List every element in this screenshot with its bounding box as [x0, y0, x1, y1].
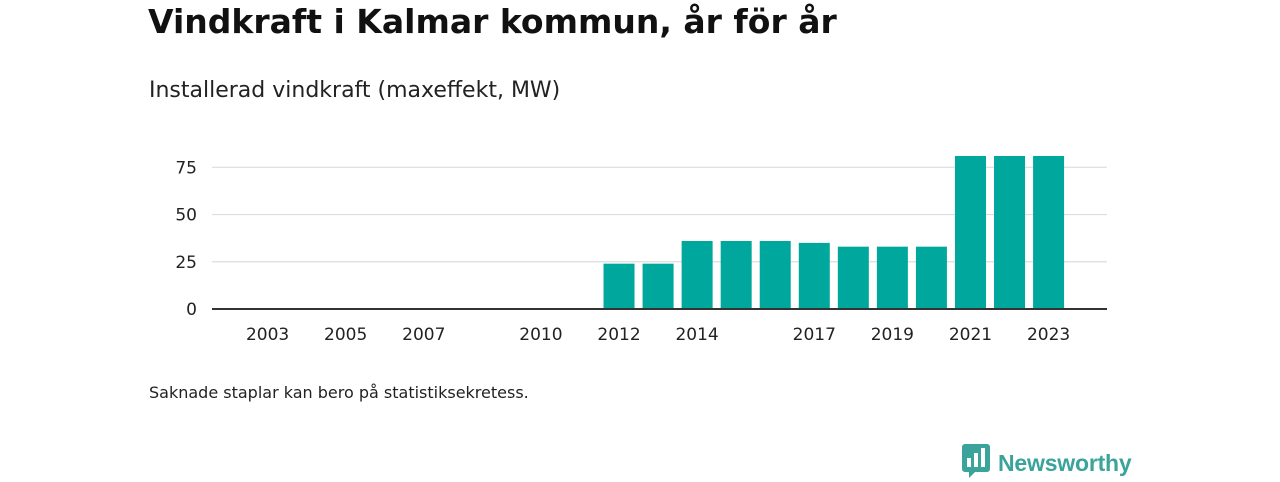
x-tick-label-2003: 2003: [246, 325, 289, 345]
bar-2019: [876, 246, 908, 309]
bar-2021: [954, 156, 986, 309]
bar-chart: 0 25 50 75 2003 2005 2007 2010 2012 2014 2017 2019…: [175, 156, 1107, 345]
bar-2014: [681, 241, 713, 309]
y-tick-label-25: 25: [175, 253, 197, 273]
y-tick-label-50: 50: [175, 206, 197, 226]
bars: [603, 156, 1065, 309]
x-tick-label-2019: 2019: [871, 325, 914, 345]
x-tick-label-2007: 2007: [402, 325, 445, 345]
x-tick-label-2012: 2012: [597, 325, 640, 345]
brand-name: Newsworthy: [998, 449, 1132, 476]
chart-title: Vindkraft i Kalmar kommun, år för år: [148, 2, 837, 41]
bar-2017: [798, 242, 830, 309]
x-tick-label-2017: 2017: [793, 325, 836, 345]
x-tick-labels: 2003 2005 2007 2010 2012 2014 2017 2019 2021 2023: [246, 325, 1070, 345]
y-tick-label-75: 75: [175, 158, 197, 178]
x-tick-label-2005: 2005: [324, 325, 367, 345]
bar-2018: [837, 246, 869, 309]
newsworthy-chart-bubble-icon: [962, 444, 990, 482]
x-tick-label-2021: 2021: [949, 325, 992, 345]
y-tick-labels: 0 25 50 75: [175, 158, 197, 320]
x-tick-label-2010: 2010: [519, 325, 562, 345]
bar-2015: [720, 241, 752, 309]
bar-2012: [603, 263, 635, 309]
brand-logo: Newsworthy: [962, 444, 1132, 482]
bar-2022: [994, 156, 1026, 309]
x-tick-label-2014: 2014: [675, 325, 718, 345]
chart-subtitle: Installerad vindkraft (maxeffekt, MW): [149, 78, 561, 103]
bar-2023: [1033, 156, 1065, 309]
y-tick-label-0: 0: [186, 300, 197, 320]
bar-2013: [642, 263, 674, 309]
footnote: Saknade staplar kan bero på statistiksek…: [149, 383, 529, 402]
x-tick-label-2023: 2023: [1027, 325, 1070, 345]
bar-2016: [759, 241, 791, 309]
bar-2020: [915, 246, 947, 309]
